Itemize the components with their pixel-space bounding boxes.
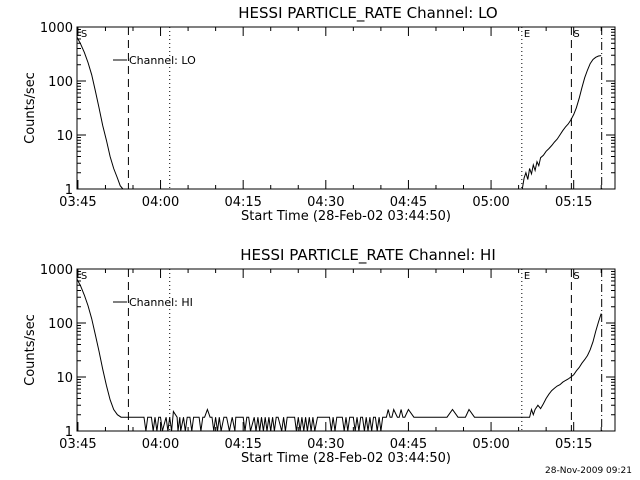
y-axis-label: Counts/sec (23, 314, 38, 386)
x-tick-label: 04:30 (307, 195, 344, 210)
x-tick-label: 03:45 (59, 437, 96, 452)
event-marker-label: S (573, 29, 579, 40)
y-tick-label: 1 (65, 425, 73, 440)
x-tick-label: 04:00 (142, 437, 179, 452)
event-marker-label: E (524, 29, 530, 40)
legend-label: Channel: HI (129, 296, 193, 309)
y-tick-label: 10 (56, 129, 73, 144)
y-tick-label: 100 (48, 317, 73, 332)
chart-title: HESSI PARTICLE_RATE Channel: LO (238, 4, 497, 23)
event-marker-label: E (524, 271, 530, 282)
y-axis-label: Counts/sec (23, 72, 38, 144)
x-axis-label: Start Time (28-Feb-02 03:44:50) (241, 451, 451, 466)
y-tick-label: 100 (48, 75, 73, 90)
y-tick-label: 1 (65, 183, 73, 198)
x-tick-label: 03:45 (59, 195, 96, 210)
y-tick-label: 10 (56, 371, 73, 386)
x-tick-label: 05:15 (555, 195, 592, 210)
x-tick-label: 04:45 (390, 437, 427, 452)
x-tick-label: 04:15 (224, 195, 261, 210)
footer-timestamp: 28-Nov-2009 09:21 (545, 466, 632, 476)
chart-title: HESSI PARTICLE_RATE Channel: HI (240, 246, 496, 265)
x-tick-label: 04:45 (390, 195, 427, 210)
series-line (521, 55, 602, 190)
event-marker-label: S (81, 29, 87, 40)
series-line (76, 278, 602, 432)
plot-frame (76, 268, 616, 432)
x-tick-label: 04:00 (142, 195, 179, 210)
x-tick-label: 05:00 (472, 195, 509, 210)
legend-label: Channel: LO (129, 54, 196, 67)
plot-frame (76, 26, 616, 190)
event-marker-label: S (573, 271, 579, 282)
y-tick-label: 1000 (40, 21, 73, 36)
event-marker-label: S (81, 271, 87, 282)
x-tick-label: 04:15 (224, 437, 261, 452)
x-tick-label: 05:15 (555, 437, 592, 452)
x-tick-label: 05:00 (472, 437, 509, 452)
x-tick-label: 04:30 (307, 437, 344, 452)
x-axis-label: Start Time (28-Feb-02 03:44:50) (241, 209, 451, 224)
series-line (76, 36, 124, 190)
y-tick-label: 1000 (40, 263, 73, 278)
chart-panel-lo: HESSI PARTICLE_RATE Channel: LO 03:45 04:0… (23, 4, 616, 224)
chart-panel-hi: HESSI PARTICLE_RATE Channel: HI 03:45 04:0… (23, 246, 616, 466)
